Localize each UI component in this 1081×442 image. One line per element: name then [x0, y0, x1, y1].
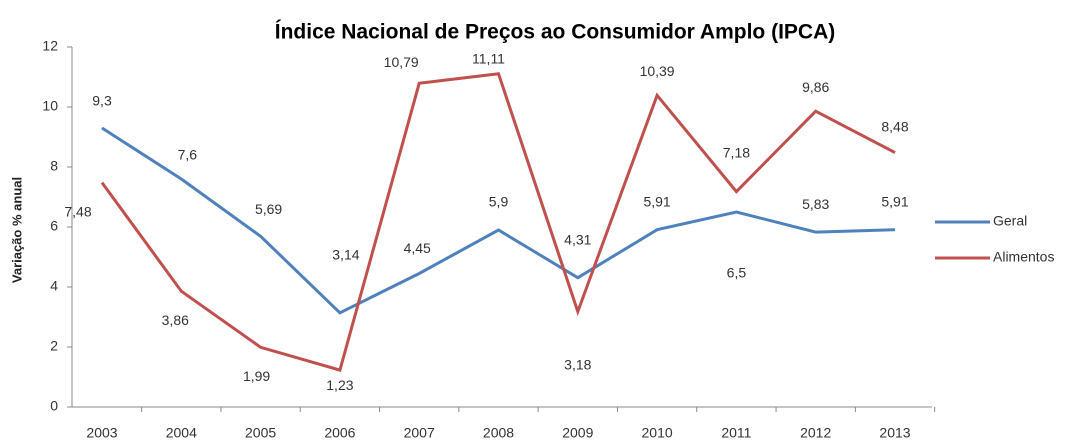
- y-tick-label: 8: [50, 158, 58, 174]
- x-tick-label: 2004: [166, 425, 197, 441]
- x-tick-label: 2003: [86, 425, 117, 441]
- data-label: 5,91: [881, 193, 908, 209]
- y-tick-label: 4: [50, 278, 58, 294]
- x-tick-label: 2013: [879, 425, 910, 441]
- y-axis-title: Variação % anual: [9, 177, 24, 283]
- data-label: 4,45: [404, 240, 431, 256]
- y-tick-label: 10: [42, 98, 58, 114]
- y-tick-label: 6: [50, 218, 58, 234]
- data-label: 10,39: [640, 63, 675, 79]
- legend-label: Alimentos: [993, 249, 1054, 265]
- data-label: 5,83: [802, 196, 829, 212]
- data-label: 4,31: [564, 231, 591, 247]
- y-tick-label: 2: [50, 338, 58, 354]
- y-tick-label: 0: [50, 398, 58, 414]
- line-series: [100, 72, 896, 372]
- x-tick-label: 2007: [404, 425, 435, 441]
- x-tick-label: 2006: [324, 425, 355, 441]
- data-label: 1,99: [243, 368, 270, 384]
- x-tick-label: 2005: [245, 425, 276, 441]
- x-tick-label: 2008: [483, 425, 514, 441]
- chart-title: Índice Nacional de Preços ao Consumidor …: [275, 21, 835, 44]
- line-series: [101, 126, 896, 315]
- x-tick-label: 2009: [562, 425, 593, 441]
- data-label: 7,18: [723, 144, 750, 160]
- data-label: 5,9: [489, 194, 509, 210]
- data-label: 5,91: [643, 193, 670, 209]
- data-label: 7,48: [64, 203, 91, 219]
- data-label: 6,5: [727, 265, 747, 281]
- data-label: 10,79: [384, 54, 419, 70]
- x-tick-label: 2012: [800, 425, 831, 441]
- data-label: 5,69: [255, 201, 282, 217]
- data-label: 8,48: [881, 118, 908, 134]
- data-label: 11,11: [472, 50, 505, 66]
- x-tick-label: 2011: [721, 425, 751, 441]
- data-label: 3,86: [162, 312, 189, 328]
- legend-label: Geral: [993, 213, 1027, 229]
- data-label: 7,6: [178, 147, 198, 163]
- data-label: 9,86: [802, 79, 829, 95]
- x-tick-label: 2010: [642, 425, 673, 441]
- data-label: 3,14: [332, 247, 359, 263]
- data-label: 3,18: [564, 356, 591, 372]
- data-label: 1,23: [326, 377, 353, 393]
- data-label: 9,3: [92, 93, 112, 109]
- y-tick-label: 12: [42, 38, 58, 54]
